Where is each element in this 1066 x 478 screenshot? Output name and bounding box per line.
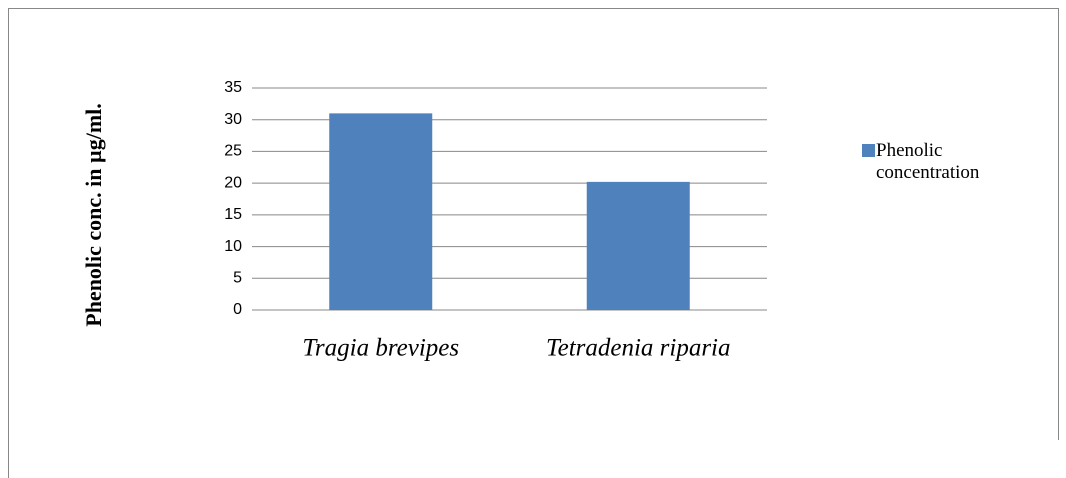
- y-tick-label: 35: [224, 79, 242, 96]
- y-tick-label: 10: [224, 238, 242, 255]
- legend-swatch: [862, 144, 875, 157]
- y-tick-label: 5: [233, 270, 242, 287]
- legend-label: Phenolic concentration: [876, 140, 980, 183]
- chart-frame: [8, 8, 1059, 478]
- y-tick-label: 15: [224, 206, 242, 223]
- bar: [586, 181, 690, 310]
- y-tick-label: 25: [224, 143, 242, 160]
- x-tick-label: Tragia brevipes: [302, 335, 459, 362]
- y-tick-label: 20: [224, 174, 242, 191]
- legend: Phenolic concentration: [862, 140, 1032, 184]
- x-tick-label: Tetradenia riparia: [546, 335, 731, 362]
- y-tick-label: 30: [224, 111, 242, 128]
- y-tick-label: 0: [233, 301, 242, 318]
- y-axis-title: Phenolic conc. in µg/ml.: [81, 103, 106, 327]
- bar: [329, 113, 433, 310]
